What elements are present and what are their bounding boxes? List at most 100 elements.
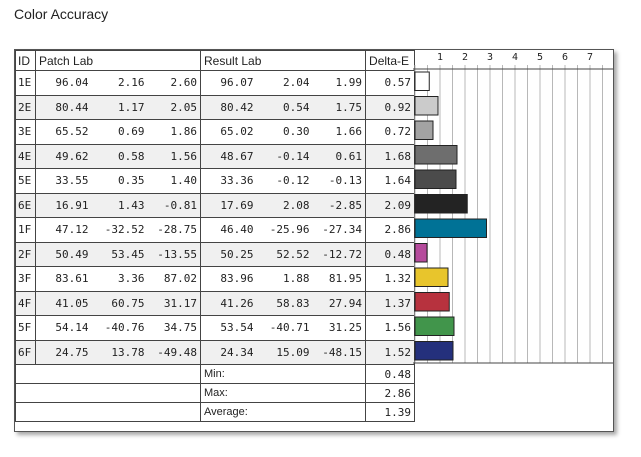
patch-a-value: -40.76 (91, 315, 148, 341)
table-row: 5E 33.55 0.35 1.40 33.36 -0.12 -0.13 1.64 (15, 168, 416, 194)
patch-a-value: 1.43 (91, 192, 148, 218)
x-tick-label: 1 (437, 52, 443, 63)
result-a-value: 0.30 (256, 119, 313, 145)
table-row: 3E 65.52 0.69 1.86 65.02 0.30 1.66 0.72 (15, 119, 416, 145)
table-header-row: ID Patch Lab Result Lab Delta-E (15, 50, 416, 71)
x-tick-label: 6 (562, 52, 568, 63)
delta-e-bar-1e (414, 71, 430, 91)
table-row: 2F 50.49 53.45 -13.55 50.25 52.52 -12.72 0.48 (15, 241, 416, 267)
delta-e-value: 0.72 (365, 119, 416, 145)
result-b-value: -12.72 (312, 241, 367, 267)
patch-b-value: -0.81 (147, 192, 202, 218)
delta-e-bar-4f (414, 292, 450, 312)
delta-e-value: 2.09 (365, 192, 416, 218)
summary-row: Average: 1.39 (14, 402, 416, 422)
patch-id: 2F (15, 241, 36, 267)
delta-e-bar-1f (414, 218, 487, 238)
patch-b-value: 34.75 (147, 315, 202, 341)
table-row: 4E 49.62 0.58 1.56 48.67 -0.14 0.61 1.68 (15, 143, 416, 169)
summary-blank (14, 383, 202, 403)
result-l-value: 41.26 (200, 290, 257, 316)
summary-value: 1.39 (365, 402, 416, 422)
result-b-value: -27.34 (312, 217, 367, 243)
patch-id: 1E (15, 70, 36, 96)
patch-l-value: 50.49 (35, 241, 92, 267)
result-b-value: 81.95 (312, 266, 367, 292)
patch-a-value: 0.35 (91, 168, 148, 194)
result-l-value: 65.02 (200, 119, 257, 145)
result-a-value: -25.96 (256, 217, 313, 243)
patch-b-value: 31.17 (147, 290, 202, 316)
patch-id: 4E (15, 143, 36, 169)
result-l-value: 50.25 (200, 241, 257, 267)
delta-e-bar-3f (414, 267, 449, 287)
result-b-value: 0.61 (312, 143, 367, 169)
x-tick-label: 3 (487, 52, 493, 63)
result-a-value: 1.88 (256, 266, 313, 292)
summary-label: Average: (200, 402, 367, 422)
patch-l-value: 33.55 (35, 168, 92, 194)
patch-b-value: 2.05 (147, 94, 202, 120)
patch-id: 6E (15, 192, 36, 218)
summary-blank (14, 364, 202, 384)
delta-e-value: 2.86 (365, 217, 416, 243)
x-tick-label: 4 (512, 52, 518, 63)
patch-l-value: 16.91 (35, 192, 92, 218)
result-b-value: -48.15 (312, 339, 367, 365)
patch-a-value: 13.78 (91, 339, 148, 365)
summary-label: Min: (200, 364, 367, 384)
result-l-value: 33.36 (200, 168, 257, 194)
patch-a-value: 2.16 (91, 70, 148, 96)
patch-a-value: 3.36 (91, 266, 148, 292)
result-a-value: 2.08 (256, 192, 313, 218)
result-a-value: -0.14 (256, 143, 313, 169)
x-tick-label: 7 (587, 52, 593, 63)
patch-b-value: -13.55 (147, 241, 202, 267)
result-l-value: 24.34 (200, 339, 257, 365)
delta-e-value: 1.37 (365, 290, 416, 316)
patch-a-value: 0.58 (91, 143, 148, 169)
patch-id: 3F (15, 266, 36, 292)
delta-e-bar-5e (414, 169, 457, 189)
result-a-value: -40.71 (256, 315, 313, 341)
result-a-value: 2.04 (256, 70, 313, 96)
result-l-value: 17.69 (200, 192, 257, 218)
result-l-value: 80.42 (200, 94, 257, 120)
patch-l-value: 80.44 (35, 94, 92, 120)
delta-e-bar-2e (414, 96, 439, 116)
result-l-value: 83.96 (200, 266, 257, 292)
summary-row: Max: 2.86 (14, 383, 416, 403)
table-row: 4F 41.05 60.75 31.17 41.26 58.83 27.94 1.37 (15, 290, 416, 316)
delta-e-bar-6f (414, 341, 454, 361)
delta-e-value: 1.52 (365, 339, 416, 365)
delta-e-value: 1.56 (365, 315, 416, 341)
patch-id: 3E (15, 119, 36, 145)
result-b-value: -2.85 (312, 192, 367, 218)
patch-a-value: 60.75 (91, 290, 148, 316)
patch-a-value: 0.69 (91, 119, 148, 145)
patch-b-value: 1.86 (147, 119, 202, 145)
header-patch-lab: Patch Lab (34, 50, 202, 71)
table-row: 1E 96.04 2.16 2.60 96.07 2.04 1.99 0.57 (15, 70, 416, 96)
summary-row: Min: 0.48 (14, 364, 416, 384)
x-tick-label: 2 (462, 52, 468, 63)
header-result-lab: Result Lab (200, 50, 367, 71)
patch-a-value: 53.45 (91, 241, 148, 267)
patch-id: 1F (15, 217, 36, 243)
header-id: ID (15, 50, 36, 71)
patch-id: 5E (15, 168, 36, 194)
delta-e-value: 0.48 (365, 241, 416, 267)
delta-e-bar-3e (414, 120, 434, 140)
patch-b-value: 1.56 (147, 143, 202, 169)
table-row: 6F 24.75 13.78 -49.48 24.34 15.09 -48.15 1.52 (15, 339, 416, 365)
result-a-value: 0.54 (256, 94, 313, 120)
chart-title: Color Accuracy (14, 6, 109, 22)
patch-a-value: -32.52 (91, 217, 148, 243)
lab-table: ID Patch Lab Result Lab Delta-E 1E 96.04 2… (14, 50, 416, 422)
patch-b-value: 2.60 (147, 70, 202, 96)
table-row: 2E 80.44 1.17 2.05 80.42 0.54 1.75 0.92 (15, 94, 416, 120)
result-a-value: 15.09 (256, 339, 313, 365)
patch-id: 4F (15, 290, 36, 316)
result-l-value: 53.54 (200, 315, 257, 341)
x-tick-label: 5 (537, 52, 543, 63)
